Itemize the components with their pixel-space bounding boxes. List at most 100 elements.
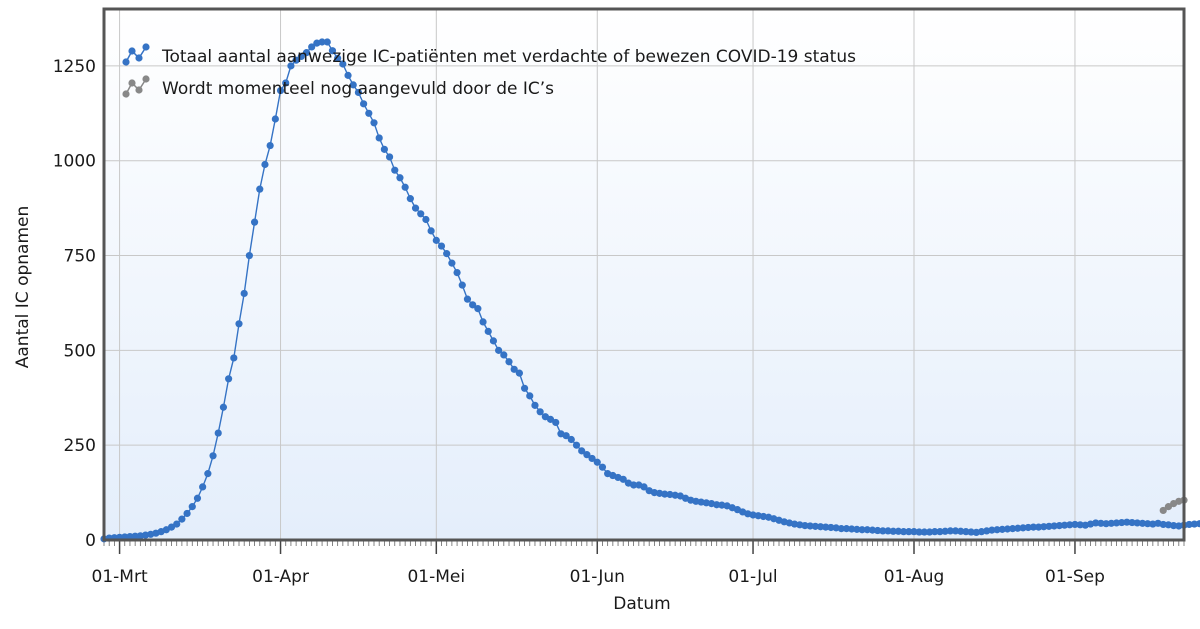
data-point xyxy=(427,227,435,235)
data-point xyxy=(837,525,845,533)
x-tick-label: 01-Jun xyxy=(570,567,625,587)
data-point xyxy=(879,527,887,535)
data-point xyxy=(1123,518,1131,526)
data-point xyxy=(661,490,669,498)
y-tick-label: 1000 xyxy=(53,152,96,172)
data-point xyxy=(1024,523,1032,532)
data-point xyxy=(183,509,191,518)
data-point xyxy=(489,337,498,345)
data-point xyxy=(1190,520,1198,528)
data-point xyxy=(1066,521,1074,529)
x-tick-label: 01-Mrt xyxy=(92,567,148,587)
data-point xyxy=(505,358,513,366)
data-point xyxy=(1097,519,1105,527)
data-point xyxy=(910,528,918,536)
data-point xyxy=(349,81,357,89)
data-point xyxy=(567,435,575,444)
legend-line-icon-blue xyxy=(122,43,150,66)
data-point xyxy=(432,236,440,244)
plot-border xyxy=(102,7,1186,542)
data-point xyxy=(868,526,877,534)
data-point xyxy=(225,375,233,383)
data-point xyxy=(946,527,954,535)
data-point xyxy=(396,174,404,182)
data-point xyxy=(282,79,290,87)
data-point xyxy=(1107,519,1115,527)
y-tick-labels: 0 250 500 750 1000 1250 xyxy=(53,57,96,551)
y-tick-label: 0 xyxy=(85,531,96,551)
data-point xyxy=(344,71,352,79)
data-point xyxy=(199,483,207,491)
data-point xyxy=(235,320,243,328)
data-point xyxy=(546,415,555,423)
data-point xyxy=(1118,518,1126,527)
data-point xyxy=(1159,520,1167,529)
data-point xyxy=(619,475,627,483)
data-point xyxy=(484,327,492,335)
data-point xyxy=(905,528,913,536)
data-point xyxy=(1076,521,1084,529)
data-point xyxy=(884,527,892,535)
data-point xyxy=(458,281,466,289)
data-point xyxy=(339,60,347,68)
y-axis-title: Aantal IC opnamen xyxy=(13,206,33,369)
data-point xyxy=(1128,518,1136,527)
data-point xyxy=(276,86,285,95)
data-point xyxy=(1035,523,1043,531)
data-point xyxy=(448,259,456,267)
data-point xyxy=(214,429,222,437)
data-point xyxy=(842,525,851,533)
data-point xyxy=(1040,523,1048,531)
data-point xyxy=(370,119,378,127)
data-point xyxy=(951,527,960,535)
data-point xyxy=(801,521,809,530)
data-point xyxy=(469,301,477,309)
data-point xyxy=(204,470,212,478)
data-point xyxy=(245,251,253,260)
data-point xyxy=(578,447,586,455)
data-point xyxy=(308,43,316,51)
data-point xyxy=(417,210,425,218)
data-point xyxy=(266,141,274,150)
data-point xyxy=(131,532,139,540)
data-point xyxy=(406,195,414,203)
data-point xyxy=(552,418,560,427)
data-point xyxy=(572,441,581,449)
data-point xyxy=(188,503,196,511)
data-point xyxy=(874,526,882,535)
data-point xyxy=(500,351,508,359)
data-point xyxy=(588,454,596,463)
plot-background xyxy=(104,9,1184,540)
data-point xyxy=(816,523,825,531)
data-point xyxy=(848,525,856,533)
data-point xyxy=(495,346,503,354)
data-point xyxy=(318,38,326,46)
data-point xyxy=(1185,520,1193,529)
data-point xyxy=(863,526,871,534)
data-point xyxy=(1019,524,1027,532)
data-point xyxy=(297,52,305,61)
data-point xyxy=(531,401,539,409)
series-layer xyxy=(100,38,1200,543)
data-point xyxy=(1050,522,1058,530)
data-point xyxy=(323,38,331,46)
data-point xyxy=(713,501,721,509)
data-point xyxy=(380,145,388,153)
grid-lines xyxy=(104,9,1184,540)
legend-entry-confirmed: Totaal aantal aanwezige IC-patiënten met… xyxy=(122,43,856,67)
data-point xyxy=(967,528,975,536)
data-point xyxy=(1009,525,1017,533)
x-tick-label: 01-Aug xyxy=(884,567,945,587)
data-point xyxy=(941,527,949,535)
data-point xyxy=(1112,519,1121,527)
data-point xyxy=(806,522,814,530)
legend-line-icon-gray xyxy=(122,75,150,98)
data-point xyxy=(230,354,238,362)
data-point xyxy=(858,526,866,534)
data-point xyxy=(443,250,451,258)
data-point xyxy=(936,528,944,536)
data-point xyxy=(889,527,897,535)
data-point xyxy=(920,528,928,536)
data-point xyxy=(360,100,368,108)
